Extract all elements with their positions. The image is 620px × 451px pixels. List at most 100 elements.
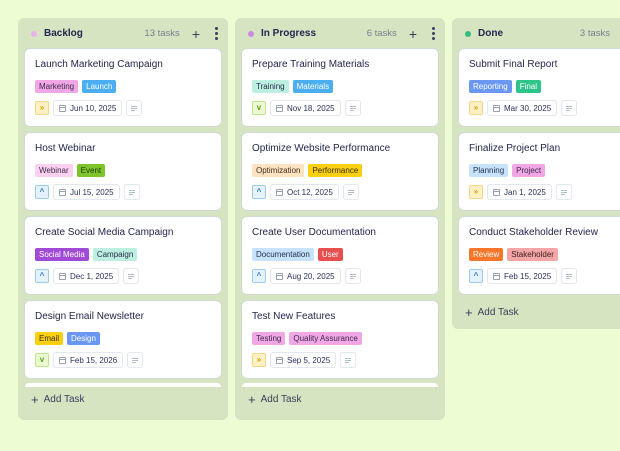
task-card[interactable]: Create Social Media Campaign Social Medi… [25,217,221,294]
priority-high-icon[interactable]: » [35,101,49,115]
priority-medium-icon[interactable]: ^ [252,185,266,199]
tag: Campaign [92,248,138,261]
add-task-button[interactable]: + Add Task [31,393,85,406]
description-icon[interactable] [342,184,359,200]
calendar-icon [276,104,283,112]
tag: Email [35,332,64,345]
due-date: Feb 15, 2025 [504,271,552,281]
tag: Performance [308,164,363,177]
calendar-icon [59,356,66,364]
description-icon[interactable] [123,184,140,200]
due-date-button[interactable]: Dec 1, 2025 [53,268,120,284]
add-card-icon[interactable]: + [191,25,200,42]
description-icon[interactable] [127,352,144,368]
description-icon[interactable] [561,268,578,284]
priority-high-icon[interactable]: » [469,185,483,199]
due-date: Nov 18, 2025 [287,103,335,113]
description-icon[interactable] [555,184,572,200]
column-backlog: Backlog 13 tasks + Launch Marketing Camp… [18,18,228,420]
task-title: Create Social Media Campaign [35,227,174,238]
calendar-icon [59,188,66,196]
tag: Quality Assurance [289,332,362,345]
description-icon[interactable] [340,352,357,368]
tag: Documentation [252,248,314,261]
task-card[interactable]: Design Email Newsletter Email Design v Fe… [25,301,221,378]
priority-medium-icon[interactable]: ^ [252,269,266,283]
add-task-label: Add Task [260,394,302,405]
task-card[interactable]: Submit Final Report Reporting Final » Mar… [459,49,620,126]
more-options-icon[interactable] [214,27,218,40]
kanban-board: Backlog 13 tasks + Launch Marketing Camp… [18,18,620,420]
calendar-icon [493,188,500,196]
description-icon[interactable] [344,268,361,284]
tag-list: Social Media Campaign [35,248,211,261]
task-count: 6 tasks [366,28,397,39]
task-title: Host Webinar [35,143,96,154]
card-list: Submit Final Report Reporting Final » Mar… [452,49,620,294]
calendar-icon [276,272,283,280]
priority-low-icon[interactable]: v [35,353,49,367]
priority-high-icon[interactable]: » [469,101,483,115]
add-task-label: Add Task [43,394,85,405]
tag: Testing [252,332,286,345]
priority-medium-icon[interactable]: ^ [35,185,49,199]
add-task-button[interactable]: + Add Task [248,393,302,406]
due-date-button[interactable]: Jun 10, 2025 [53,100,123,116]
tag-list: Optimization Performance [252,164,428,177]
due-date-button[interactable]: Sep 5, 2025 [270,352,337,368]
description-icon[interactable] [561,100,578,116]
due-date-button[interactable]: Feb 15, 2026 [53,352,124,368]
task-meta: ^ Jul 15, 2025 [35,184,211,200]
task-meta: ^ Dec 1, 2025 [35,268,211,284]
tag: Review [469,248,504,261]
due-date: Aug 20, 2025 [287,271,335,281]
description-icon[interactable] [123,268,140,284]
add-task-button[interactable]: + Add Task [465,306,519,319]
task-card[interactable]: Finalize Project Plan Planning Project » … [459,133,620,210]
task-card-partial[interactable] [242,383,438,387]
priority-high-icon[interactable]: » [252,353,266,367]
task-meta: ^ Feb 15, 2025 [469,268,615,284]
task-card[interactable]: Conduct Stakeholder Review Review Stakeho… [459,217,620,294]
due-date-button[interactable]: Mar 30, 2025 [487,100,558,116]
description-icon[interactable] [126,100,143,116]
due-date-button[interactable]: Feb 15, 2025 [487,268,558,284]
tag: Social Media [35,248,89,261]
due-date-button[interactable]: Nov 18, 2025 [270,100,341,116]
task-title: Prepare Training Materials [252,59,370,70]
task-card-partial[interactable] [25,383,221,387]
task-card[interactable]: Launch Marketing Campaign Marketing Launc… [25,49,221,126]
due-date: Jun 10, 2025 [70,103,117,113]
priority-low-icon[interactable]: v [252,101,266,115]
task-card[interactable]: Create User Documentation Documentation U… [242,217,438,294]
tag: Training [252,80,289,93]
calendar-icon [493,272,500,280]
tag: Design [67,332,100,345]
task-count: 3 tasks [579,28,610,39]
priority-medium-icon[interactable]: ^ [469,269,483,283]
tag-list: Documentation User [252,248,428,261]
description-icon[interactable] [344,100,361,116]
add-card-icon[interactable]: + [408,25,417,42]
task-card[interactable]: Host Webinar Webinar Event ^ Jul 15, 2025 [25,133,221,210]
task-card[interactable]: Prepare Training Materials Training Mater… [242,49,438,126]
task-card[interactable]: Test New Features Testing Quality Assuran… [242,301,438,378]
more-options-icon[interactable] [431,27,435,40]
due-date-button[interactable]: Jan 1, 2025 [487,184,552,200]
due-date-button[interactable]: Aug 20, 2025 [270,268,341,284]
calendar-icon [493,104,500,112]
task-title: Optimize Website Performance [252,143,391,154]
column-title: Backlog [44,28,83,39]
due-date: Oct 12, 2025 [287,187,333,197]
tag-list: Webinar Event [35,164,211,177]
tag: Project [512,164,546,177]
due-date-button[interactable]: Oct 12, 2025 [270,184,339,200]
task-title: Test New Features [252,311,336,322]
priority-medium-icon[interactable]: ^ [35,269,49,283]
calendar-icon [276,188,283,196]
column-in-progress: In Progress 6 tasks + Prepare Training M… [235,18,445,420]
column-done: Done 3 tasks Submit Final Report Reporti… [452,18,620,329]
tag-list: Email Design [35,332,211,345]
due-date-button[interactable]: Jul 15, 2025 [53,184,120,200]
task-card[interactable]: Optimize Website Performance Optimizatio… [242,133,438,210]
